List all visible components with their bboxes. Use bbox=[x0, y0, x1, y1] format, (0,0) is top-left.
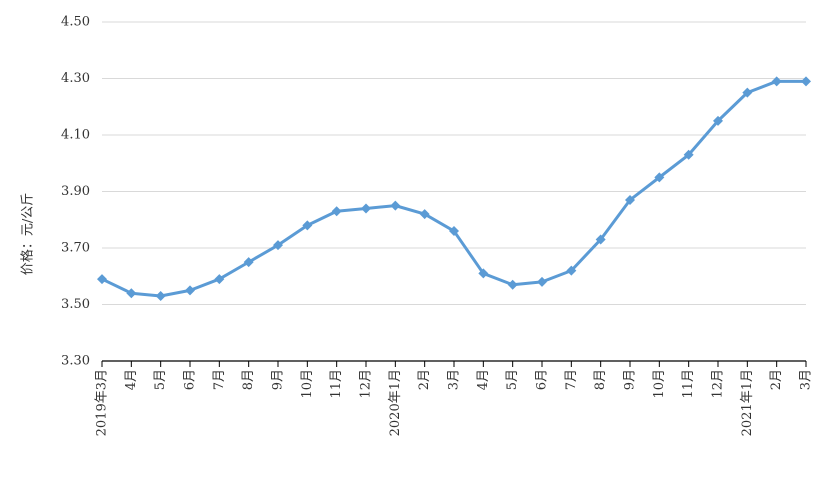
x-tick-label: 10月 bbox=[652, 369, 667, 399]
x-tick-label: 12月 bbox=[359, 369, 374, 399]
marker bbox=[97, 274, 107, 285]
x-tick-label: 10月 bbox=[300, 369, 315, 399]
y-tick-label: 4.30 bbox=[61, 71, 90, 86]
x-tick-label: 9月 bbox=[271, 369, 286, 390]
x-tick-label: 2月 bbox=[769, 369, 784, 390]
x-tick-label: 11月 bbox=[681, 369, 696, 399]
x-tick-label: 6月 bbox=[183, 369, 198, 390]
y-tick-label: 3.70 bbox=[61, 241, 90, 256]
x-tick-label: 4月 bbox=[124, 369, 139, 390]
x-tick-label: 6月 bbox=[535, 369, 550, 390]
x-tick-label: 3月 bbox=[799, 369, 814, 390]
marker bbox=[742, 87, 753, 98]
y-tick-label: 3.30 bbox=[61, 354, 90, 369]
marker bbox=[361, 203, 371, 214]
x-tick-label: 5月 bbox=[505, 369, 520, 390]
marker bbox=[507, 279, 518, 290]
x-tick-label: 8月 bbox=[241, 369, 256, 390]
marker bbox=[654, 172, 665, 183]
marker bbox=[126, 288, 137, 299]
marker bbox=[214, 274, 225, 285]
marker bbox=[273, 240, 283, 251]
y-tick-label: 3.50 bbox=[61, 297, 90, 312]
marker bbox=[537, 276, 547, 287]
x-tick-label: 7月 bbox=[564, 369, 579, 390]
marker bbox=[801, 76, 811, 87]
marker bbox=[625, 194, 635, 205]
marker bbox=[331, 206, 342, 217]
x-tick-label: 5月 bbox=[153, 369, 168, 390]
y-axis-title: 价格：元/公斤 bbox=[20, 193, 36, 275]
y-tick-label: 4.10 bbox=[61, 128, 90, 143]
x-tick-label: 2月 bbox=[417, 369, 432, 390]
marker bbox=[390, 200, 401, 211]
marker bbox=[243, 257, 254, 268]
x-tick-label: 3月 bbox=[447, 369, 462, 390]
y-tick-label: 4.50 bbox=[61, 15, 90, 30]
marker bbox=[595, 234, 606, 245]
x-tick-label: 4月 bbox=[476, 369, 491, 390]
marker bbox=[302, 220, 313, 231]
marker bbox=[566, 265, 577, 276]
x-tick-label: 8月 bbox=[593, 369, 608, 390]
x-tick-label: 2019年3月 bbox=[95, 369, 110, 436]
marker bbox=[683, 149, 694, 160]
y-tick-label: 3.90 bbox=[61, 184, 90, 199]
marker bbox=[771, 76, 782, 87]
x-tick-label: 7月 bbox=[212, 369, 227, 390]
marker bbox=[419, 209, 430, 220]
marker bbox=[155, 291, 166, 302]
x-tick-label: 2021年1月 bbox=[740, 369, 755, 436]
marker bbox=[713, 115, 723, 126]
x-tick-label: 2020年1月 bbox=[388, 369, 403, 436]
line bbox=[101, 79, 806, 298]
x-tick-label: 12月 bbox=[711, 369, 726, 399]
marker bbox=[185, 285, 195, 296]
x-tick-label: 11月 bbox=[329, 369, 344, 399]
x-tick-label: 9月 bbox=[623, 369, 638, 390]
marker bbox=[478, 268, 489, 279]
marker bbox=[449, 226, 459, 237]
